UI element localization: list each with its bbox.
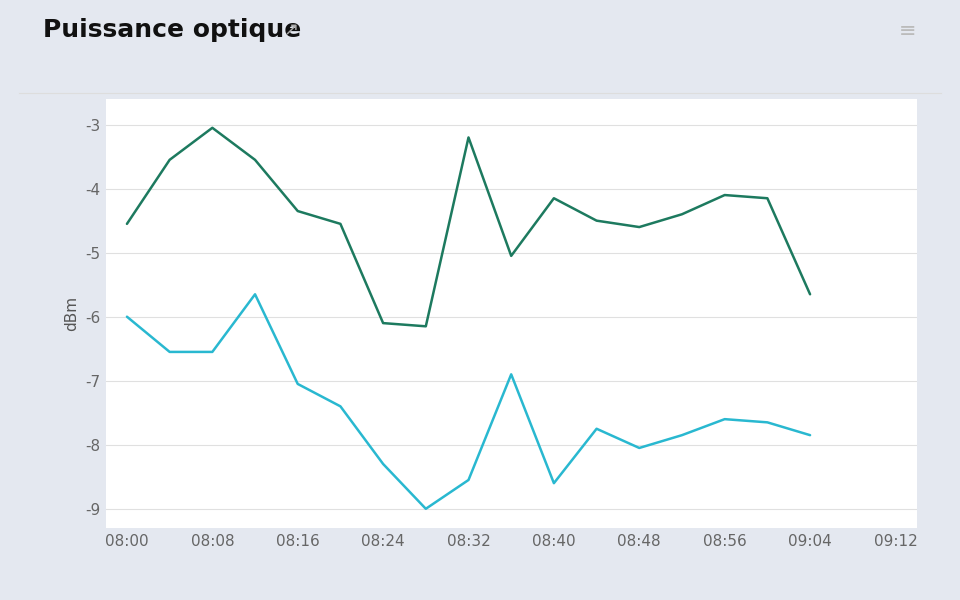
- Text: ↗: ↗: [283, 21, 299, 39]
- Text: ≡: ≡: [900, 21, 917, 41]
- Text: Puissance optique: Puissance optique: [43, 18, 301, 42]
- Y-axis label: dBm: dBm: [64, 296, 80, 331]
